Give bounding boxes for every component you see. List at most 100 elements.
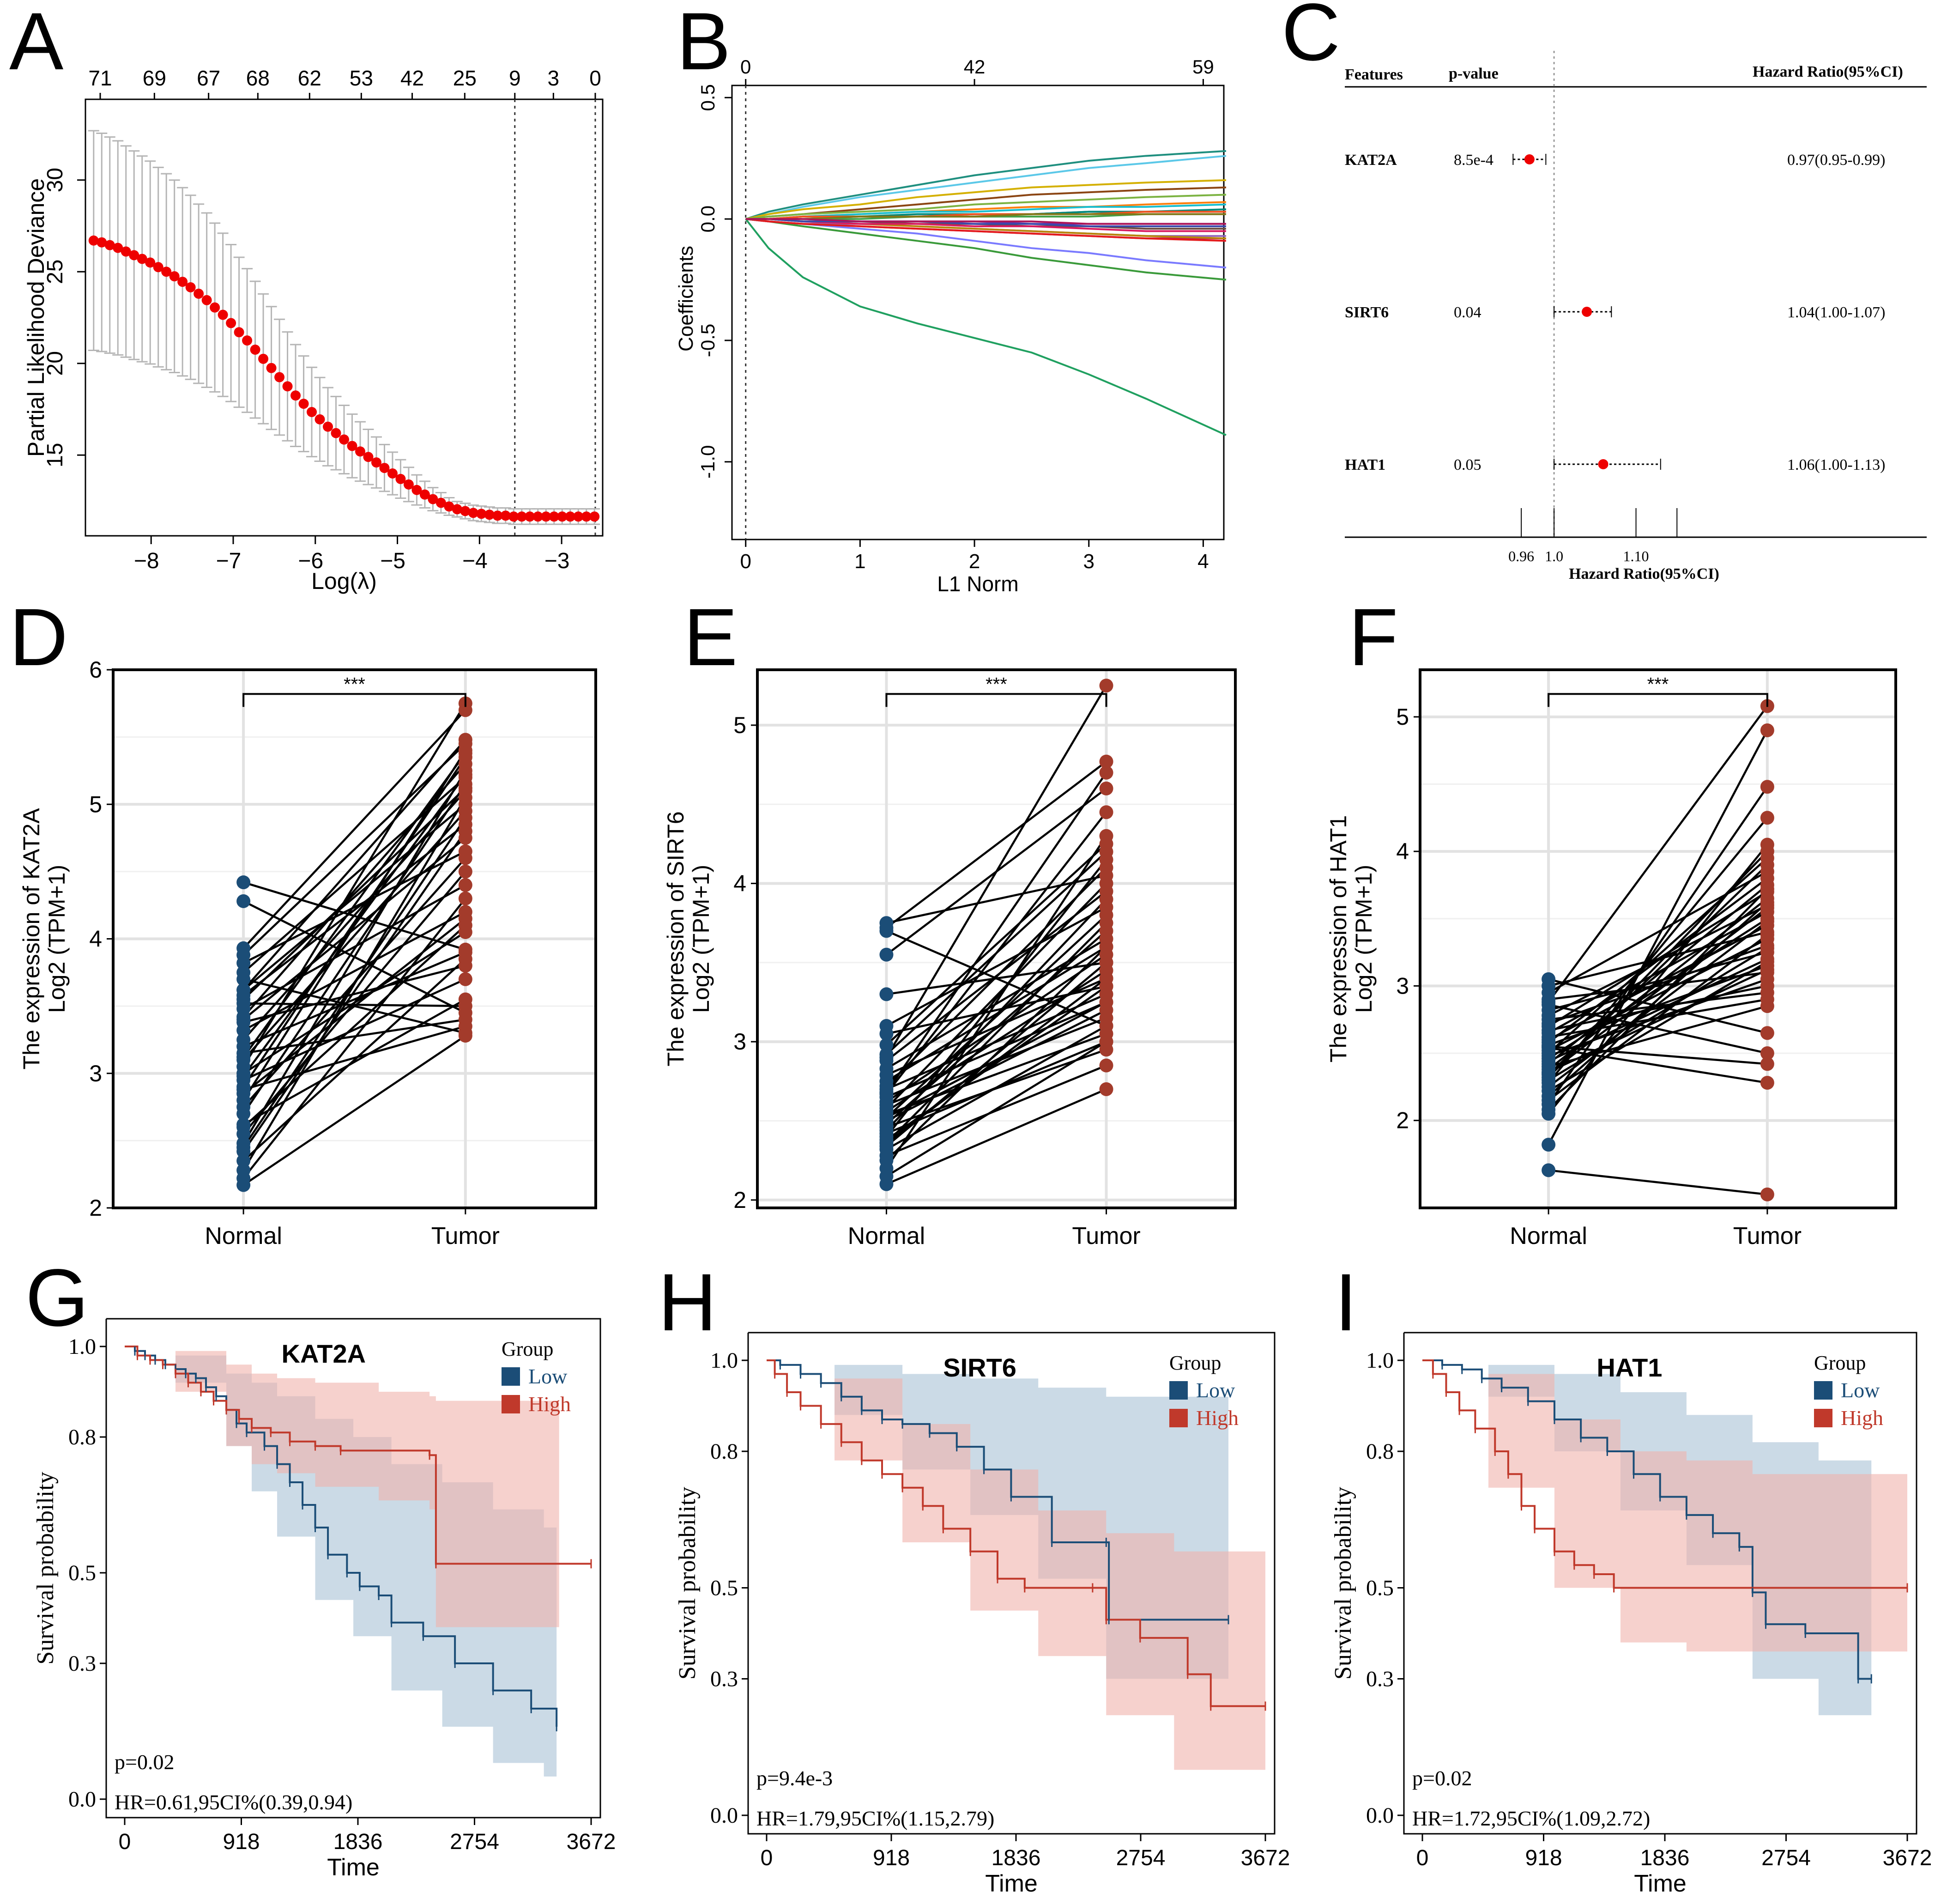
deviance-point: [379, 463, 390, 473]
x-tick-label: 0: [1416, 1846, 1429, 1870]
x-tick-label: −3: [544, 549, 570, 573]
y-tick-label: 0.8: [1366, 1439, 1394, 1464]
normal-point: [236, 992, 251, 1007]
normal-point: [879, 921, 894, 935]
p-value-label: p=0.02: [115, 1750, 174, 1774]
deviance-point: [226, 318, 236, 328]
normal-point: [1542, 1107, 1556, 1121]
tumor-point: [458, 781, 472, 795]
legend-swatch-high: [1169, 1409, 1188, 1427]
normal-point: [879, 947, 894, 962]
pair-line: [242, 803, 466, 991]
tumor-point: [1099, 1019, 1113, 1033]
pvalue-label: 0.05: [1454, 456, 1481, 473]
high-ci-band: [125, 1346, 559, 1627]
tumor-point: [1760, 999, 1774, 1013]
tumor-point: [1099, 829, 1113, 843]
deviance-point: [234, 327, 244, 338]
deviance-point: [565, 511, 575, 522]
normal-point: [236, 1069, 251, 1083]
normal-point: [236, 1120, 251, 1134]
legend-label-high: High: [1841, 1406, 1883, 1430]
tumor-point: [1760, 914, 1774, 928]
tumor-point: [1099, 765, 1113, 780]
plot-background: [757, 670, 1235, 1208]
normal-point: [879, 1027, 894, 1041]
normal-point: [236, 1050, 251, 1064]
pair-line: [243, 1025, 466, 1091]
normal-point: [879, 1177, 894, 1191]
deviance-point: [508, 511, 519, 522]
pair-line: [242, 787, 466, 1001]
deviance-point: [419, 489, 430, 500]
pair-line: [1548, 786, 1768, 1105]
tumor-point: [1099, 940, 1113, 954]
y-tick-label: 1.0: [1366, 1348, 1394, 1373]
deviance-point: [290, 390, 301, 401]
tumor-point: [1099, 971, 1113, 986]
pair-line: [242, 897, 466, 1179]
hazard-ratio-text: 1.06(1.00-1.13): [1787, 456, 1885, 473]
deviance-point: [242, 335, 253, 346]
x-tick-label: 3672: [1241, 1846, 1290, 1870]
x-tick-label: 1.10: [1623, 548, 1649, 564]
legend-swatch-low: [502, 1367, 520, 1386]
legend-label-high: High: [1196, 1406, 1239, 1430]
hazard-ratio-point: [1582, 307, 1592, 317]
y-tick-label: 15: [43, 443, 67, 467]
deviance-point: [314, 414, 325, 424]
pair-line: [1548, 817, 1768, 1084]
deviance-point: [145, 257, 156, 268]
deviance-point: [347, 441, 357, 451]
y-tick-label: 6: [89, 657, 102, 683]
pair-line: [1548, 938, 1768, 1052]
top-tick-label: 71: [88, 66, 112, 90]
pair-line: [242, 831, 466, 1152]
pair-line: [1548, 985, 1768, 1031]
deviance-point: [484, 509, 495, 520]
y-tick-label: 2: [733, 1187, 746, 1213]
y-tick-label: 1.0: [68, 1334, 96, 1359]
pair-line: [242, 958, 466, 1162]
pair-line: [242, 871, 466, 1135]
normal-point: [236, 1178, 251, 1192]
deviance-point: [387, 468, 398, 479]
coefficient-path: [745, 150, 1227, 220]
pair-line: [886, 906, 1107, 1027]
normal-point: [879, 1136, 894, 1150]
pair-line: [886, 1001, 1107, 1098]
tumor-point: [1760, 1026, 1774, 1040]
y-tick-label: 0.3: [710, 1667, 738, 1692]
coefficient-path: [745, 218, 1227, 242]
pair-line: [885, 835, 1107, 1169]
pair-line: [1548, 730, 1768, 1146]
y-tick-label: 20: [43, 351, 67, 376]
x-tick-label: 1836: [1640, 1846, 1690, 1870]
tumor-point: [458, 972, 472, 986]
hazard-ratio-label: HR=1.72,95CI%(1.09,2.72): [1412, 1807, 1650, 1830]
normal-point: [236, 875, 251, 890]
y-tick-label: 0.5: [710, 1576, 738, 1601]
deviance-point: [460, 506, 471, 516]
pvalue-label: 8.5e-4: [1454, 152, 1494, 169]
pair-line: [886, 1088, 1107, 1185]
y-tick-label: 4: [1396, 838, 1409, 864]
pair-line: [885, 914, 1107, 1119]
top-tick-label: 42: [964, 56, 986, 78]
x-tick-label: −4: [462, 549, 488, 573]
pair-line: [242, 810, 466, 1061]
panel-letter-i: I: [1335, 1257, 1357, 1348]
pair-line: [886, 961, 1107, 995]
coefficient-path: [745, 218, 1227, 281]
pair-line: [1548, 1005, 1768, 1068]
high-survival-curve: [1422, 1359, 1907, 1589]
pair-line: [243, 998, 466, 1126]
y-tick-label: 0.5: [1366, 1576, 1394, 1601]
deviance-point: [88, 235, 99, 246]
x-axis-label: Log(λ): [311, 568, 377, 594]
normal-point: [236, 1107, 251, 1121]
y-tick-label: 3: [1396, 973, 1409, 999]
tumor-point: [1760, 1187, 1774, 1201]
normal-point: [236, 1013, 251, 1027]
panel-i-hat1-survival: 0.0 0.3 0.5 0.8 1.0 0 918 1836 2754 3672 Time Survi…: [1330, 1332, 1932, 1897]
